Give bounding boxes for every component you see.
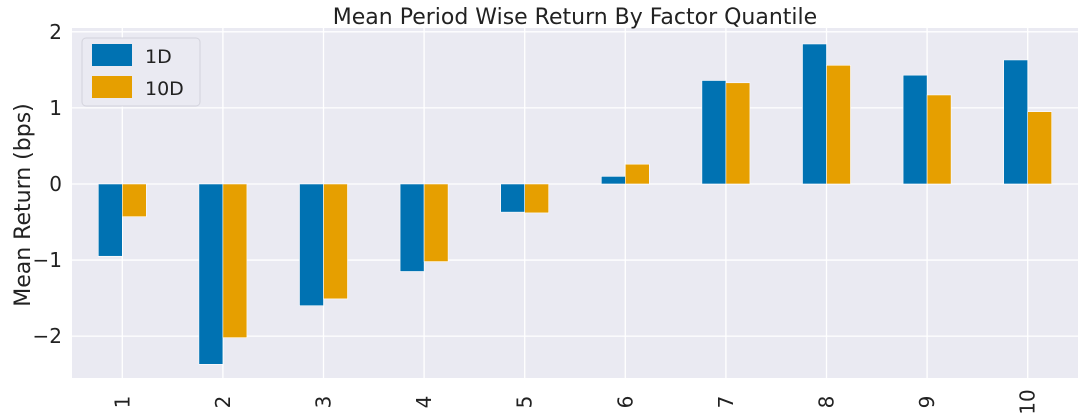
legend-label-10d: 10D (145, 78, 184, 100)
bar-10d-q6 (624, 163, 650, 185)
bar-1d-q6 (600, 176, 626, 185)
y-axis-ticks: 2 1 0 −1 −2 (33, 20, 62, 348)
x-tick-label: 3 (312, 396, 336, 409)
bar-1d-q8 (802, 43, 827, 185)
chart-title: Mean Period Wise Return By Factor Quanti… (333, 5, 817, 30)
x-tick-label: 8 (815, 396, 839, 409)
legend-swatch-1d (92, 44, 132, 66)
bars (98, 43, 1052, 365)
bar-10d-q8 (826, 64, 851, 185)
bar-10d-q4 (423, 183, 449, 262)
x-tick-label: 6 (613, 396, 637, 409)
bar-1d-q5 (500, 183, 526, 213)
bar-10d-q9 (926, 94, 952, 185)
bar-1d-q2 (198, 183, 224, 365)
legend-swatch-10d (92, 76, 132, 98)
bar-10d-q2 (222, 183, 248, 338)
bar-1d-q9 (902, 74, 928, 185)
x-axis-ticks: 1 2 3 4 5 6 7 8 9 10 (110, 389, 1039, 414)
x-tick-label: 9 (915, 396, 939, 409)
x-tick-label: 1 (110, 396, 134, 409)
legend: 1D 10D (81, 37, 201, 107)
bar-1d-q3 (299, 183, 324, 307)
bar-1d-q10 (1003, 59, 1029, 185)
bar-1d-q1 (98, 183, 123, 257)
y-tick-label: 2 (49, 20, 62, 44)
y-tick-label: 0 (49, 172, 62, 196)
x-tick-label: 7 (714, 396, 738, 409)
legend-label-1d: 1D (145, 46, 172, 68)
y-tick-label: −1 (33, 248, 62, 272)
bar-1d-q7 (701, 80, 727, 185)
bar-1d-q4 (399, 183, 425, 272)
bar-10d-q3 (323, 183, 348, 300)
y-tick-label: −2 (33, 324, 62, 348)
x-tick-label: 2 (211, 396, 235, 409)
x-tick-label: 5 (513, 396, 537, 409)
bar-10d-q7 (725, 82, 751, 185)
x-tick-label: 4 (412, 396, 436, 409)
y-tick-label: 1 (49, 96, 62, 120)
y-axis-label: Mean Return (bps) (11, 103, 36, 307)
bar-10d-q1 (122, 183, 147, 217)
bar-10d-q5 (524, 183, 550, 214)
bar-10d-q10 (1027, 111, 1052, 185)
x-tick-label: 10 (1016, 389, 1040, 414)
